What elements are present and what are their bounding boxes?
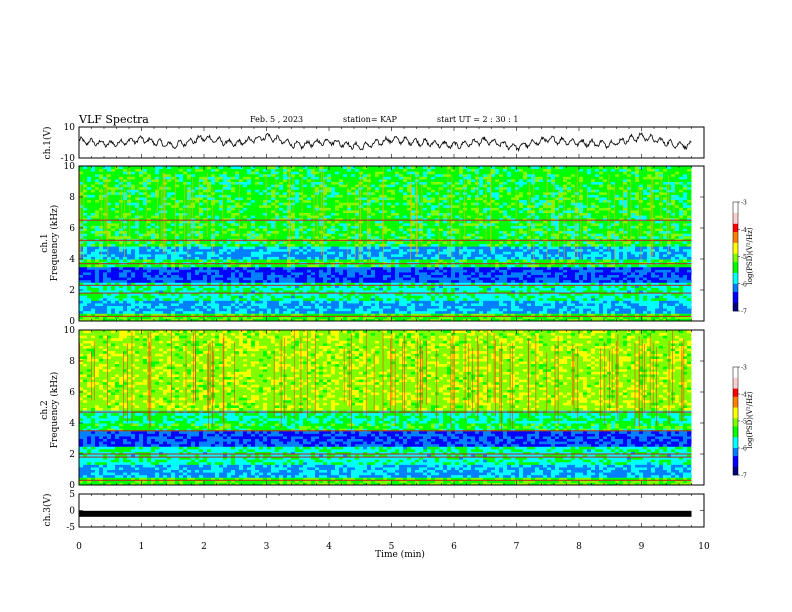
ch1-waveform-line <box>79 133 692 151</box>
ch1-waveform-ytick-label: 10 <box>64 123 76 133</box>
ch1-waveform-panel: 10-10 <box>61 123 705 164</box>
station-label: station= KAP <box>343 115 398 124</box>
date-label: Feb. 5 , 2023 <box>250 115 303 124</box>
start-time-label: start UT = 2 : 30 : 1 <box>437 115 518 124</box>
figure-title: VLF Spectra <box>78 113 149 126</box>
